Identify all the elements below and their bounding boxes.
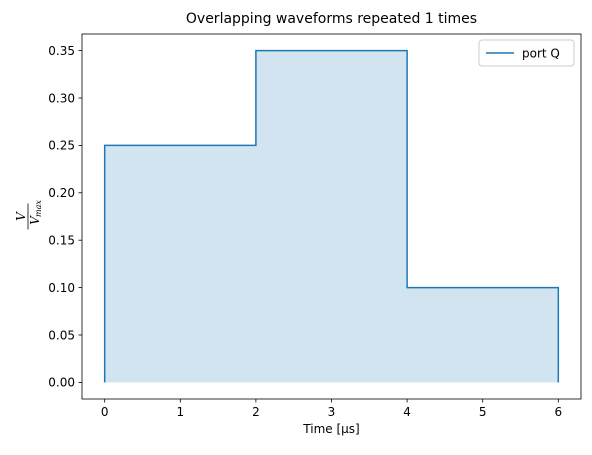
x-tick-label: 3	[328, 405, 336, 419]
x-tick-label: 0	[101, 405, 109, 419]
y-tick-label: 0.30	[48, 91, 75, 105]
x-tick-label: 4	[403, 405, 411, 419]
y-tick-label: 0.10	[48, 281, 75, 295]
y-label-subscript: max	[34, 200, 43, 217]
series-fill-area	[104, 50, 559, 383]
x-tick-label: 1	[176, 405, 184, 419]
x-tick-label: 6	[554, 405, 562, 419]
x-tick-label: 2	[252, 405, 260, 419]
legend-box	[478, 39, 575, 67]
legend: port Q	[478, 39, 575, 67]
legend-label: port Q	[522, 46, 560, 60]
y-tick-label: 0.00	[48, 376, 75, 390]
series-line	[103, 49, 560, 383]
y-tick-label: 0.05	[48, 328, 75, 342]
y-tick-label: 0.15	[48, 234, 75, 248]
x-axis-label: Time [μs]	[302, 422, 359, 436]
chart-title: Overlapping waveforms repeated 1 times	[186, 11, 477, 27]
y-tick-label: 0.25	[48, 139, 75, 153]
y-label-denominator: V	[28, 215, 42, 225]
x-tick-label: 5	[479, 405, 487, 419]
y-tick-label: 0.35	[48, 44, 75, 58]
plot-area	[103, 49, 560, 383]
y-label-numerator: V	[14, 211, 28, 221]
y-tick-label: 0.20	[48, 186, 75, 200]
axes: 0 1 2 3 4 5 6 0.00 0.05 0.10 0.15 0.20 0.25 0.30 0.35	[48, 33, 582, 419]
